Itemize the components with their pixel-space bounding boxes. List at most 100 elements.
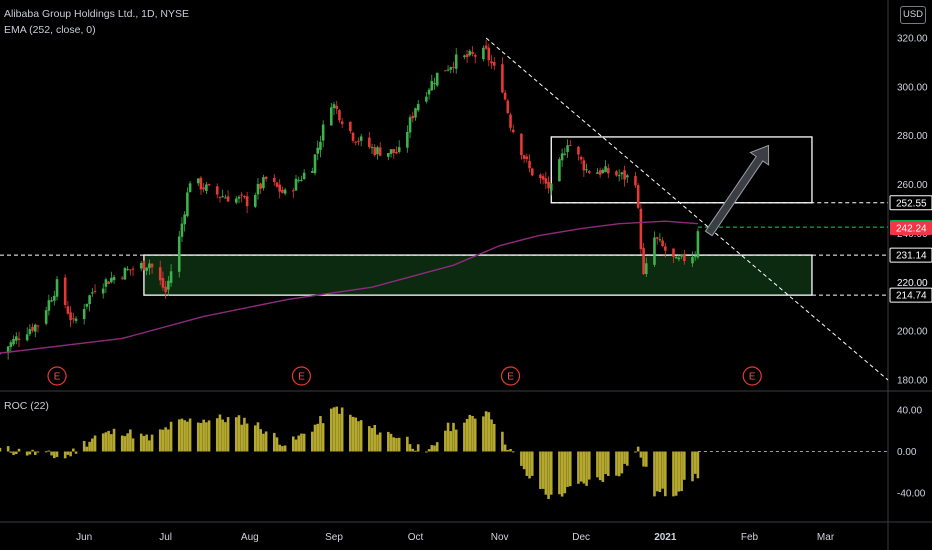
- roc-bar: [579, 451, 583, 482]
- price-axis-label: 220.00: [897, 278, 928, 289]
- candle-body: [387, 152, 390, 157]
- candle-body: [376, 147, 379, 155]
- roc-bar: [202, 419, 205, 452]
- price-label: 214.74: [896, 291, 927, 302]
- candle-body: [112, 276, 116, 281]
- roc-bar: [264, 431, 268, 452]
- candle-body: [338, 110, 341, 121]
- roc-bar: [582, 451, 586, 484]
- candle-body: [129, 269, 132, 271]
- roc-bar: [473, 418, 477, 452]
- candle-body: [528, 160, 531, 169]
- roc-bar: [221, 419, 224, 452]
- currency-button[interactable]: USD: [900, 6, 926, 24]
- roc-bar: [430, 445, 434, 452]
- roc-bar: [501, 431, 504, 452]
- roc-bar: [598, 451, 602, 481]
- time-axis-tick: Aug: [241, 532, 259, 543]
- roc-bar: [387, 431, 390, 452]
- roc-bar: [530, 451, 534, 476]
- roc-bar: [34, 451, 37, 455]
- earnings-marker-icon: [291, 366, 312, 386]
- roc-bar: [683, 451, 686, 480]
- roc-bar: [31, 449, 34, 452]
- symbol-legend[interactable]: Alibaba Group Holdings Ltd., 1D, NYSE: [4, 8, 190, 20]
- candle-body: [645, 263, 648, 275]
- candle-body: [36, 325, 40, 327]
- roc-bar: [240, 424, 243, 452]
- roc-bar: [435, 442, 439, 452]
- roc-bar: [674, 451, 678, 496]
- candle-body: [169, 271, 173, 283]
- ema-legend[interactable]: EMA (252, close, 0): [4, 24, 96, 36]
- roc-bar: [311, 431, 314, 452]
- candle-body: [501, 64, 504, 93]
- time-axis-tick: Mar: [817, 532, 835, 543]
- candle-body: [93, 290, 97, 292]
- roc-bar: [376, 434, 379, 452]
- roc-bar: [291, 436, 295, 452]
- candle-body: [188, 183, 192, 193]
- candle-body: [579, 156, 583, 160]
- candle-body: [544, 178, 548, 184]
- candle-body: [558, 159, 561, 182]
- roc-bar: [332, 407, 336, 452]
- candle-body: [541, 176, 545, 180]
- candle-body: [15, 336, 18, 341]
- roc-bar: [539, 451, 542, 490]
- roc-bar: [180, 418, 184, 452]
- roc-axis-tick: 0.00: [897, 447, 917, 458]
- candle-body: [180, 223, 184, 237]
- time-axis-tick: Feb: [741, 532, 759, 543]
- roc-bar: [525, 451, 529, 476]
- roc-bar: [587, 451, 591, 480]
- candle-body: [378, 147, 382, 156]
- candle-body: [430, 80, 434, 91]
- candle-body: [525, 156, 529, 160]
- candle-body: [34, 324, 37, 332]
- time-axis-tick: Oct: [408, 532, 424, 543]
- earnings-marker-label: E: [54, 372, 61, 383]
- roc-legend[interactable]: ROC (22): [4, 400, 49, 412]
- candle-body: [623, 170, 626, 180]
- candle-body: [196, 178, 200, 184]
- roc-bar: [294, 439, 298, 452]
- candle-body: [145, 267, 148, 271]
- candle-body: [120, 277, 124, 279]
- candle-body: [585, 169, 588, 171]
- roc-bar: [560, 451, 564, 497]
- roc-bar: [468, 414, 472, 452]
- roc-bar: [330, 408, 333, 452]
- roc-bar: [199, 423, 203, 452]
- roc-bar: [69, 451, 72, 457]
- roc-bar: [639, 451, 643, 458]
- candle-body: [549, 183, 553, 191]
- candle-body: [6, 346, 10, 354]
- roc-bar: [370, 428, 374, 452]
- roc-bar: [44, 451, 48, 453]
- candle-body: [452, 66, 455, 68]
- roc-bar: [661, 451, 664, 489]
- roc-bar: [183, 420, 186, 452]
- roc-bar: [601, 451, 605, 482]
- candle-body: [568, 145, 572, 147]
- candle-body: [484, 45, 488, 49]
- candle-body: [520, 133, 523, 156]
- roc-bar: [368, 426, 371, 452]
- candle-body: [416, 103, 420, 111]
- candle-body: [509, 114, 512, 128]
- candle-body: [680, 254, 683, 257]
- candle-body: [577, 146, 580, 155]
- roc-bar: [563, 451, 567, 494]
- roc-bar: [53, 451, 56, 459]
- roc-bar: [680, 451, 683, 492]
- candle-body: [349, 121, 352, 132]
- candle-body: [566, 145, 569, 152]
- candle-body: [53, 295, 56, 301]
- roc-bar: [414, 450, 417, 452]
- candle-body: [539, 174, 542, 179]
- roc-bar: [509, 449, 512, 452]
- candle-body: [563, 153, 567, 155]
- roc-bar: [145, 434, 148, 452]
